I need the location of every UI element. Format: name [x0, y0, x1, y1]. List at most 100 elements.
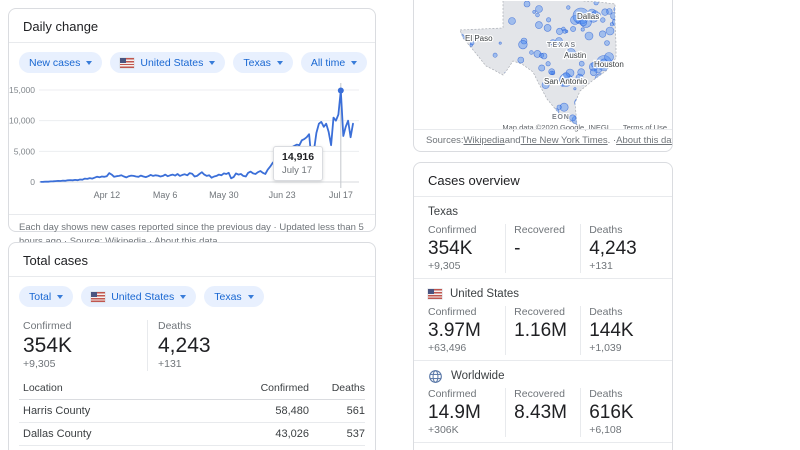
svg-text:Jul 17: Jul 17 [329, 190, 353, 200]
chevron-down-icon [276, 60, 283, 65]
stat-deaths: Deaths 4,243 +131 [580, 224, 658, 273]
filter-chip-region[interactable]: Texas [204, 286, 264, 307]
stat-confirmed: Confirmed 354K +9,305 [428, 224, 505, 273]
filter-chip-total[interactable]: Total [19, 286, 74, 307]
overview-section-united-states: United States Confirmed 3.97M +63,496 Re… [414, 279, 672, 361]
stat-label: Confirmed [428, 306, 477, 318]
map-card: El Paso Dallas TEXAS Austin Houston San … [413, 0, 673, 152]
stat-label: Confirmed [23, 320, 72, 332]
cell-deaths: 537 [346, 428, 365, 440]
svg-text:May 6: May 6 [153, 190, 178, 200]
texas-map[interactable]: El Paso Dallas TEXAS Austin Houston San … [414, 0, 672, 132]
stat-confirmed: Confirmed 354K +9,305 [19, 320, 147, 371]
stat-recovered: Recovered - [505, 224, 580, 273]
stat-deaths: Deaths 144K +1,039 [580, 306, 658, 355]
filter-chip-country[interactable]: United States [81, 286, 197, 307]
svg-text:5,000: 5,000 [14, 146, 36, 156]
about-this-data-link[interactable]: About this data [154, 236, 217, 247]
cell-confirmed: 43,026 [275, 428, 309, 440]
stat-delta [514, 342, 580, 355]
map-label-houston: Houston [594, 60, 624, 69]
table-row[interactable]: Harris County 58,480 561 [19, 400, 365, 423]
wikipedia-link[interactable]: Wikipedia [463, 135, 505, 146]
map-label-san-antonio: San Antonio [544, 77, 588, 86]
stat-delta: +131 [589, 260, 613, 272]
table-row[interactable]: Dallas County 43,026 537 [19, 423, 365, 446]
cases-overview-title: Cases overview [414, 163, 672, 197]
total-cases-filter-row: Total United States Texas [9, 277, 375, 314]
stat-delta: +1,039 [589, 342, 622, 354]
total-cases-card: Total cases Total United States Texas Co… [8, 242, 376, 450]
section-name: Texas [428, 206, 459, 218]
terms-of-use-link[interactable]: Terms of Use [622, 123, 667, 132]
svg-text:0: 0 [30, 177, 35, 187]
us-flag-icon [120, 57, 135, 68]
stat-confirmed: Confirmed 14.9M +306K [428, 388, 505, 437]
stat-label: Confirmed [428, 224, 477, 236]
stat-value: 4,243 [589, 238, 637, 259]
cell-confirmed: 58,480 [275, 405, 309, 417]
chevron-down-icon [209, 60, 216, 65]
stat-value: 144K [589, 320, 634, 341]
more-locations-row: → More locations and statistics [414, 443, 672, 450]
stat-delta: +6,108 [589, 424, 622, 436]
us-flag-icon [428, 289, 442, 299]
tooltip-date: July 17 [282, 165, 313, 176]
texas-state-shape [459, 1, 617, 126]
globe-icon [429, 369, 442, 383]
stat-label: Deaths [589, 306, 623, 318]
map-label-leon: EON [552, 114, 570, 121]
daily-change-card: Daily change New cases United States Tex… [8, 8, 376, 247]
daily-change-chart[interactable]: 0 5,000 10,000 15,000 Apr 12 May 6 May 30 Jun 2… [9, 82, 375, 214]
cell-deaths: 561 [346, 405, 365, 417]
filter-chip-region[interactable]: Texas [233, 52, 293, 73]
svg-text:10,000: 10,000 [9, 116, 35, 126]
svg-text:15,000: 15,000 [9, 85, 35, 95]
total-cases-stats: Confirmed 354K +9,305 Deaths 4,243 +131 [9, 314, 375, 373]
stat-value: 354K [428, 238, 473, 259]
stat-label: Deaths [589, 224, 623, 236]
stat-confirmed: Confirmed 3.97M +63,496 [428, 306, 505, 355]
stat-value: - [514, 238, 521, 259]
chevron-down-icon [57, 294, 64, 299]
cell-location: Harris County [23, 405, 91, 417]
wikipedia-link[interactable]: Wikipedia [105, 236, 146, 247]
filter-chip-timerange[interactable]: All time [300, 52, 368, 73]
chip-label: Texas [243, 56, 271, 69]
tooltip-value: 14,916 [282, 151, 315, 163]
locations-table: Location Confirmed Deaths Harris County … [19, 377, 365, 450]
filter-chip-country[interactable]: United States [110, 52, 226, 73]
nyt-link[interactable]: The New York Times [520, 135, 608, 146]
map-data-credit: Map data ©2020 Google, INEGI [502, 123, 609, 132]
chip-label: Texas [214, 290, 242, 303]
stat-value: 4,243 [158, 334, 211, 357]
table-row[interactable]: Bexar County 31,328 262 [19, 446, 365, 450]
chevron-down-icon [180, 294, 187, 299]
stat-deaths: Deaths 616K +6,108 [580, 388, 658, 437]
daily-change-filter-row: New cases United States Texas All time [9, 43, 375, 80]
map-label-texas: TEXAS [547, 42, 576, 49]
svg-text:May 30: May 30 [209, 190, 239, 200]
stat-value: 616K [589, 402, 634, 423]
sources-text: . · [607, 135, 617, 146]
chevron-down-icon [247, 294, 254, 299]
col-header-location: Location [23, 382, 63, 394]
svg-text:Apr 12: Apr 12 [94, 190, 121, 200]
stat-delta [514, 260, 580, 273]
cell-location: Dallas County [23, 428, 92, 440]
about-this-data-link[interactable]: About this data [616, 135, 672, 146]
filter-chip-new-cases[interactable]: New cases [19, 52, 103, 73]
svg-text:Jun 23: Jun 23 [269, 190, 296, 200]
section-name: United States [450, 288, 520, 300]
map-sources: Sources: Wikipedia and The New York Time… [414, 129, 672, 151]
map-label-austin: Austin [564, 51, 586, 60]
overview-section-texas: Texas Confirmed 354K +9,305 Recovered - … [414, 197, 672, 279]
map-label-el-paso: El Paso [465, 34, 493, 43]
stat-label: Confirmed [428, 388, 477, 400]
stat-label: Deaths [158, 320, 192, 332]
map-label-dallas: Dallas [577, 12, 599, 21]
stat-value: 3.97M [428, 320, 481, 341]
stat-delta: +9,305 [428, 260, 461, 272]
stat-value: 1.16M [514, 320, 567, 341]
